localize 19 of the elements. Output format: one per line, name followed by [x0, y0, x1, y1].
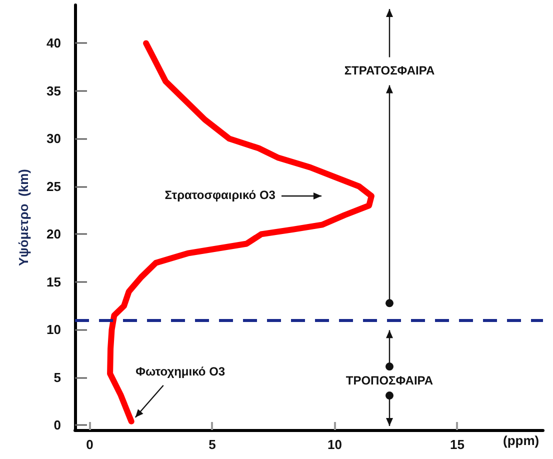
y-tick-label: 10 [46, 322, 61, 338]
y-tick-label: 40 [46, 36, 61, 51]
x-tick-label: 5 [208, 437, 216, 452]
x-tick-label: 15 [450, 437, 464, 452]
annotation: ΣΤΡΑΤΟΣΦΑΙΡΑ [344, 63, 435, 78]
y-tick-label: 35 [46, 83, 61, 98]
y-tick-label: 15 [46, 274, 61, 290]
y-tick-label: 20 [46, 226, 61, 242]
y-tick-label: 25 [46, 178, 61, 194]
y-tick-label: 0 [54, 418, 61, 433]
y-tick-label: 5 [54, 370, 61, 385]
annotation: Στρατοσφαιρικό Ο3 [164, 188, 276, 202]
x-tick-label: 10 [327, 437, 342, 452]
annotation: ΤΡΟΠΟΣΦΑΙΡΑ [346, 374, 434, 388]
y-tick-label: 30 [46, 131, 61, 146]
annotation: Φωτοχημικό Ο3 [136, 364, 226, 379]
x-tick-label: 0 [86, 437, 94, 452]
x-axis-title: (ppm) [503, 433, 540, 448]
y-axis-title: Υψόμετρο (km) [16, 169, 31, 266]
